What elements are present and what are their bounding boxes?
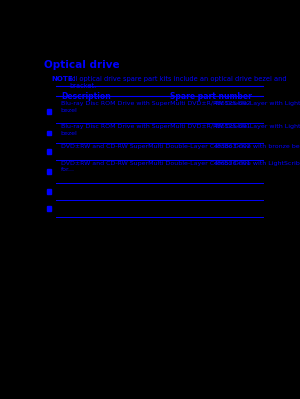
Text: Blu-ray Disc ROM Drive with SuperMulti DVD±R/RW Double-Layer with LightScribe an: Blu-ray Disc ROM Drive with SuperMulti D… [61, 124, 300, 136]
Text: 483863-002: 483863-002 [214, 144, 251, 149]
Bar [47, 149, 51, 154]
Text: 486525-002: 486525-002 [214, 101, 251, 107]
Bar [47, 131, 51, 135]
Text: Spare part number: Spare part number [169, 91, 251, 101]
Text: Blu-ray Disc ROM Drive with SuperMulti DVD±R/RW Double-Layer with LightScribe an: Blu-ray Disc ROM Drive with SuperMulti D… [61, 101, 300, 113]
Text: 486525-001: 486525-001 [214, 124, 251, 129]
Text: 486526-001: 486526-001 [214, 161, 251, 166]
Text: NOTE:: NOTE: [52, 75, 76, 81]
Text: DVD±RW and CD-RW SuperMulti Double-Layer Combo Drive with bronze bezel: DVD±RW and CD-RW SuperMulti Double-Layer… [61, 144, 300, 149]
Bar [47, 190, 51, 194]
Bar [47, 206, 51, 211]
Bar [47, 109, 51, 114]
Bar [47, 170, 51, 174]
Text: DVD±RW and CD-RW SuperMulti Double-Layer Combo Drive with LightScribe with bronz: DVD±RW and CD-RW SuperMulti Double-Layer… [61, 161, 300, 172]
Text: Optical drive: Optical drive [44, 60, 120, 70]
Text: All optical drive spare part kits include an optical drive bezel and bracket.: All optical drive spare part kits includ… [69, 75, 286, 89]
Text: Description: Description [61, 91, 110, 101]
